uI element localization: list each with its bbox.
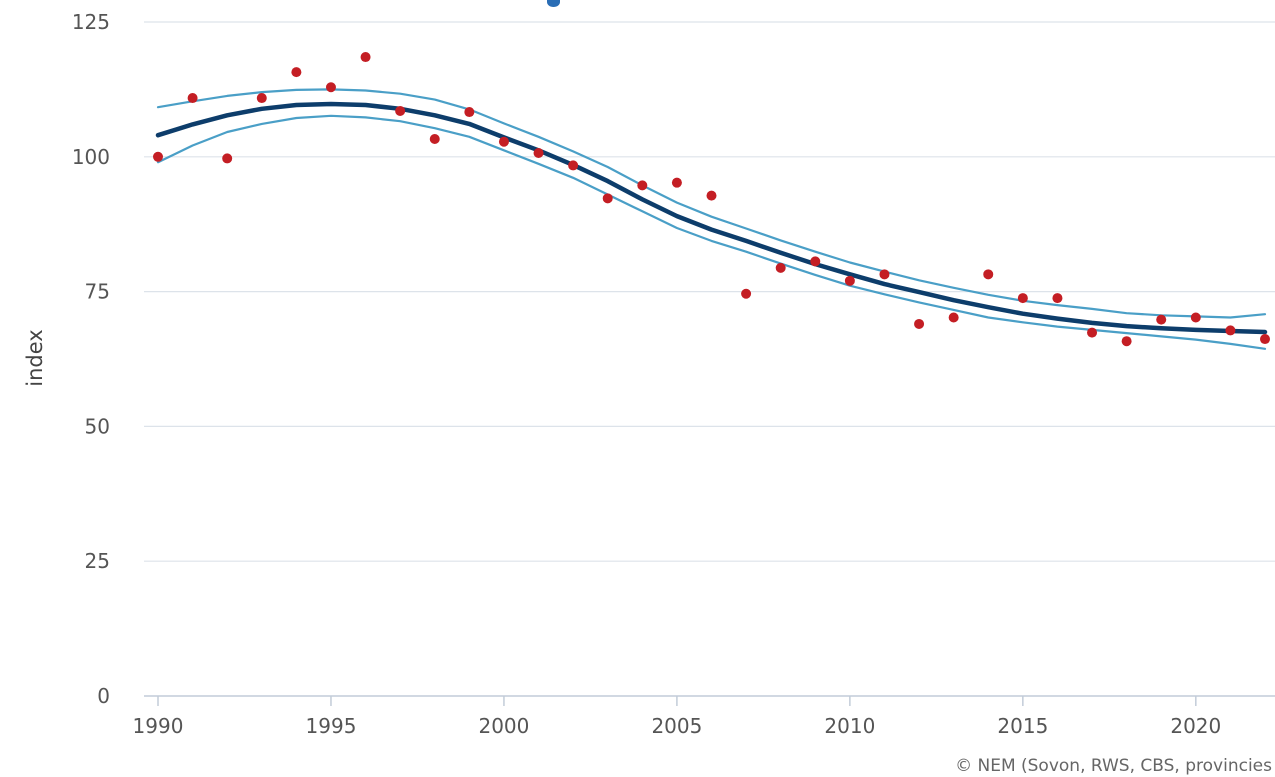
data-point: [914, 318, 925, 329]
data-point: [153, 151, 163, 162]
credit-text: © NEM (Sovon, RWS, CBS, provincies: [955, 756, 1272, 776]
data-point: [360, 52, 371, 63]
data-point: [879, 269, 890, 280]
data-point: [325, 82, 336, 93]
x-tick-label: 1995: [306, 714, 357, 738]
trend-line-group: [155, 101, 1268, 335]
data-point: [810, 256, 821, 267]
data-point: [983, 269, 994, 280]
y-tick-label: 50: [85, 414, 110, 438]
y-tick-label: 75: [85, 280, 110, 304]
x-tick-label: 2000: [478, 714, 529, 738]
y-tick-label: 0: [97, 684, 110, 708]
data-point: [498, 136, 509, 147]
y-tick-label: 100: [72, 145, 110, 169]
data-point: [222, 153, 233, 164]
x-tick-label: 2010: [824, 714, 875, 738]
title-fragment: [547, 0, 560, 7]
data-point: [256, 93, 267, 104]
gridlines: [144, 21, 1275, 562]
data-point: [741, 288, 752, 299]
data-point: [637, 180, 648, 191]
data-point: [1087, 327, 1098, 338]
data-point: [1225, 325, 1236, 336]
y-axis-title: index: [23, 329, 47, 386]
data-point: [568, 160, 579, 171]
data-point: [1052, 293, 1063, 304]
data-point: [533, 148, 544, 159]
data-point: [1156, 314, 1167, 325]
data-point: [187, 93, 198, 104]
y-tick-labels: 0 25 50 75 100 125: [72, 10, 110, 708]
data-point: [671, 177, 682, 188]
confidence-lines: [156, 88, 1267, 350]
data-point: [1017, 293, 1028, 304]
x-tick-label: 1990: [133, 714, 184, 738]
data-point: [844, 275, 855, 286]
x-axis: [144, 695, 1275, 706]
data-point: [602, 193, 613, 204]
data-point: [1190, 312, 1201, 323]
data-point: [775, 262, 786, 273]
data-point: [429, 134, 440, 145]
y-tick-label: 25: [85, 549, 110, 573]
lower-confidence-line: [156, 114, 1267, 350]
x-tick-label: 2020: [1170, 714, 1221, 738]
observed-points: [153, 52, 1270, 347]
data-point: [1121, 336, 1132, 347]
data-point: [948, 312, 959, 323]
data-point: [464, 107, 475, 118]
trend-line: [155, 101, 1268, 335]
upper-confidence-line: [156, 88, 1267, 319]
data-point: [291, 67, 302, 78]
x-tick-labels: 1990 1995 2000 2005 2010 2015 2020: [133, 714, 1222, 738]
data-point: [395, 105, 406, 116]
x-tick-label: 2005: [651, 714, 702, 738]
data-point: [1260, 334, 1270, 345]
y-tick-label: 125: [72, 10, 110, 34]
x-tick-label: 2015: [997, 714, 1048, 738]
data-point: [706, 190, 717, 201]
